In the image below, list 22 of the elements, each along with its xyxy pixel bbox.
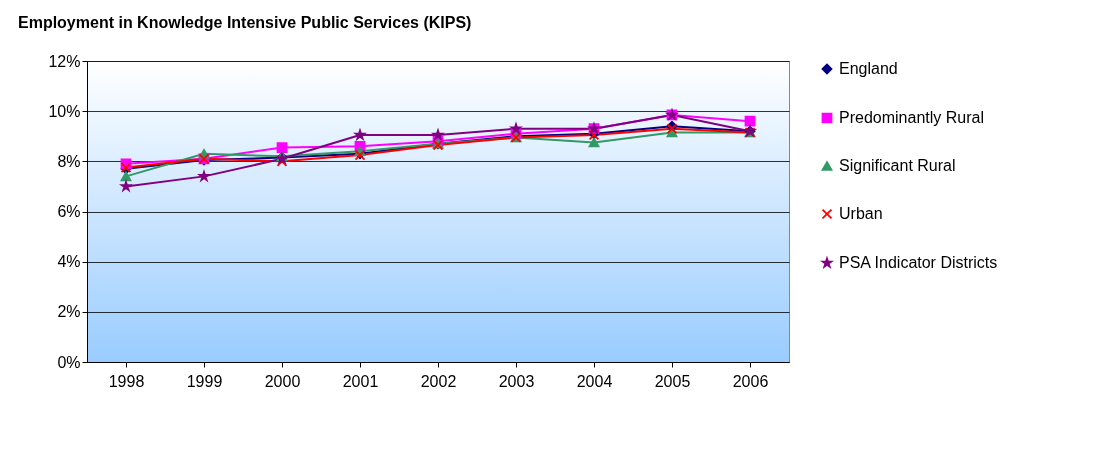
x-tick-label: 2002	[420, 372, 457, 390]
x-tick-label: 1998	[108, 372, 145, 390]
y-tick-label: 4%	[57, 253, 81, 271]
legend-label: Predominantly Rural	[839, 109, 984, 126]
chart-title: Employment in Knowledge Intensive Public Services (KIPS)	[17, 14, 472, 31]
x-tick-label: 2006	[732, 372, 769, 390]
x-tick-label: 2004	[576, 372, 613, 390]
legend-label: England	[839, 60, 898, 77]
legend-label: PSA Indicator Districts	[839, 254, 998, 271]
legend-label: Significant Rural	[839, 157, 956, 174]
y-tick-label: 10%	[48, 102, 81, 120]
y-tick-label: 2%	[57, 303, 81, 321]
legend-label: Urban	[839, 205, 883, 222]
y-tick-label: 12%	[48, 52, 81, 70]
x-tick-label: 2005	[654, 372, 691, 390]
y-tick-label: 6%	[57, 203, 81, 220]
x-tick-label: 2001	[342, 372, 379, 390]
y-tick-label: 8%	[57, 152, 81, 170]
y-tick-label: 0%	[57, 353, 81, 371]
x-tick-label: 2003	[498, 372, 535, 390]
x-tick-label: 2000	[264, 372, 301, 390]
x-tick-label: 1999	[186, 372, 223, 390]
